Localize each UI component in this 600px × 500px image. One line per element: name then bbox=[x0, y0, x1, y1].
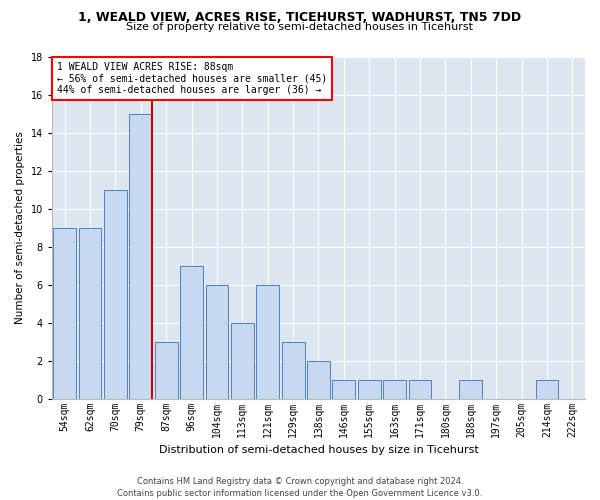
Bar bbox=[281, 342, 305, 398]
Bar bbox=[256, 284, 279, 399]
Y-axis label: Number of semi-detached properties: Number of semi-detached properties bbox=[15, 131, 25, 324]
Bar bbox=[130, 114, 152, 399]
Text: Contains HM Land Registry data © Crown copyright and database right 2024.
Contai: Contains HM Land Registry data © Crown c… bbox=[118, 476, 482, 498]
Bar bbox=[155, 342, 178, 398]
Bar bbox=[307, 360, 330, 399]
Bar bbox=[332, 380, 355, 398]
Text: 1, WEALD VIEW, ACRES RISE, TICEHURST, WADHURST, TN5 7DD: 1, WEALD VIEW, ACRES RISE, TICEHURST, WA… bbox=[79, 11, 521, 24]
Bar bbox=[383, 380, 406, 398]
Bar bbox=[53, 228, 76, 398]
Bar bbox=[104, 190, 127, 398]
Bar bbox=[460, 380, 482, 398]
Bar bbox=[180, 266, 203, 398]
Text: Size of property relative to semi-detached houses in Ticehurst: Size of property relative to semi-detach… bbox=[127, 22, 473, 32]
Bar bbox=[206, 284, 229, 399]
X-axis label: Distribution of semi-detached houses by size in Ticehurst: Distribution of semi-detached houses by … bbox=[158, 445, 478, 455]
Bar bbox=[409, 380, 431, 398]
Bar bbox=[79, 228, 101, 398]
Text: 1 WEALD VIEW ACRES RISE: 88sqm
← 56% of semi-detached houses are smaller (45)
44: 1 WEALD VIEW ACRES RISE: 88sqm ← 56% of … bbox=[57, 62, 328, 95]
Bar bbox=[358, 380, 380, 398]
Bar bbox=[231, 322, 254, 398]
Bar bbox=[536, 380, 559, 398]
